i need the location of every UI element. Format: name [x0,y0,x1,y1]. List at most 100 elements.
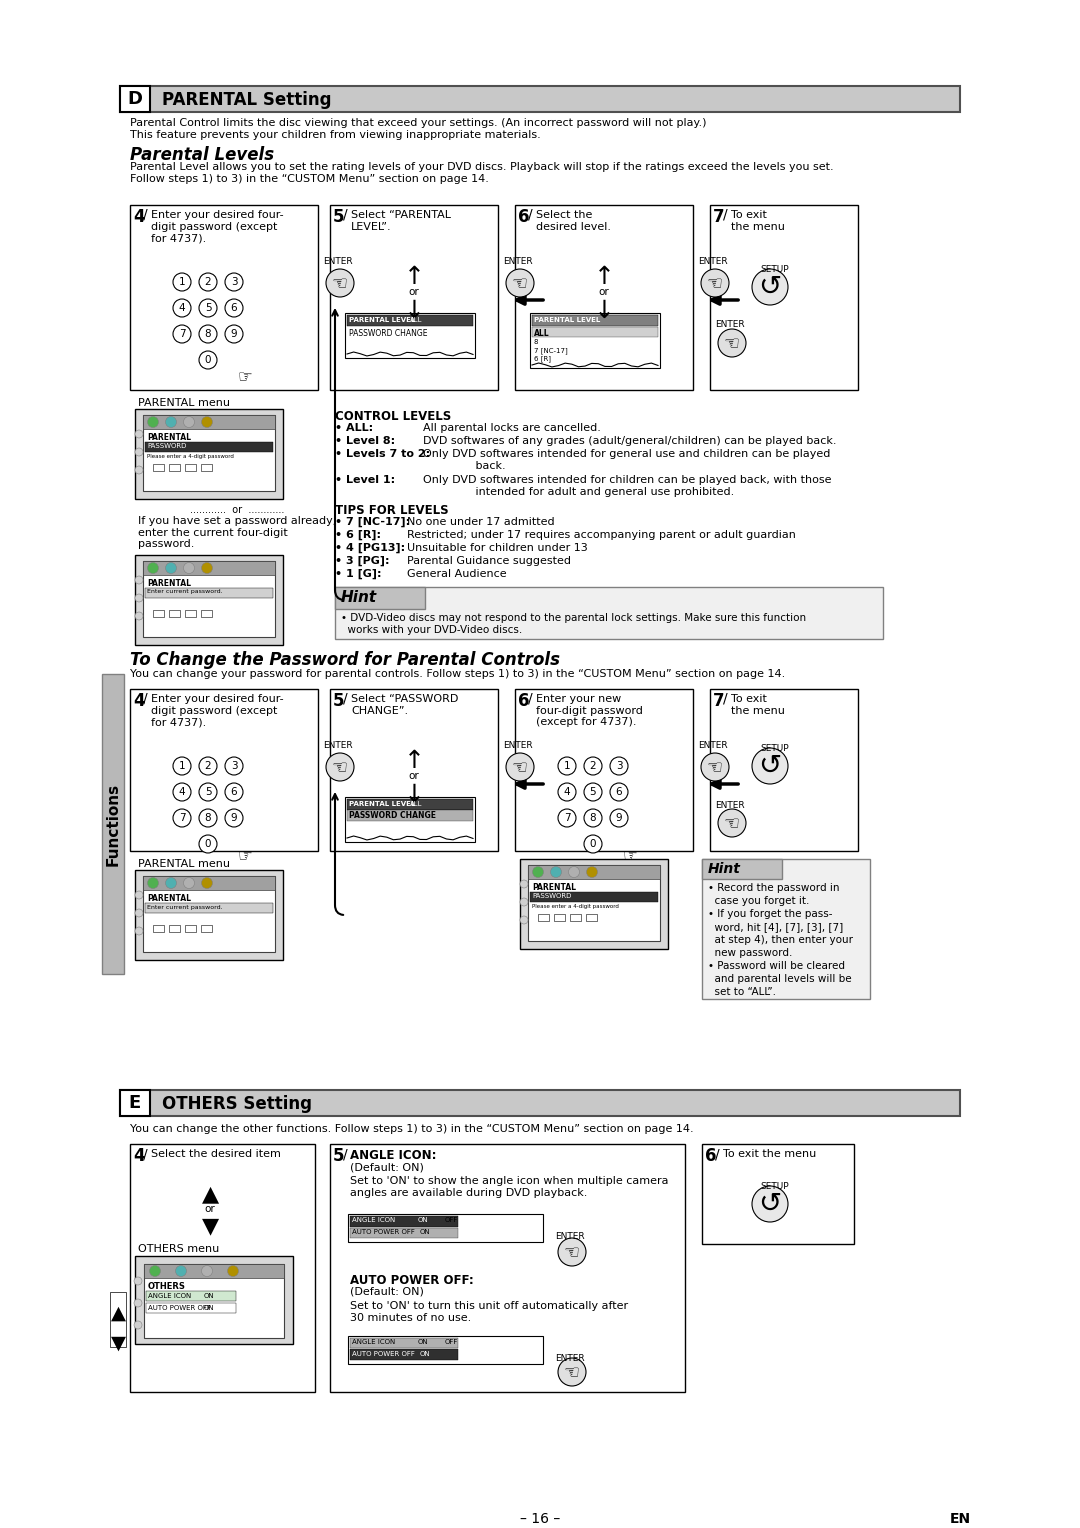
Bar [519,859,669,949]
Text: 0: 0 [205,839,212,850]
Text: new password.: new password. [708,947,793,958]
Circle shape [175,1265,187,1276]
Bar [145,442,273,452]
Circle shape [135,594,143,602]
Bar [144,1264,284,1339]
Text: Only DVD softwares intended for general use and children can be played
         : Only DVD softwares intended for general … [423,449,831,471]
Text: To Change the Password for Parental Controls: To Change the Password for Parental Cont… [130,651,561,669]
Bar [110,1293,126,1348]
Text: EN: EN [949,1513,971,1526]
Bar [130,689,318,851]
Text: 8: 8 [534,339,539,345]
Text: 3: 3 [616,761,622,772]
Bar [350,1349,458,1360]
Text: ↺: ↺ [758,274,782,301]
Bar [185,610,195,617]
Bar [515,689,693,851]
Text: PARENTAL: PARENTAL [147,432,191,442]
Text: Parental Guidance suggested: Parental Guidance suggested [407,556,571,565]
Bar [185,924,195,932]
Bar [143,416,275,490]
Text: 3: 3 [231,761,238,772]
Text: 6: 6 [518,208,529,226]
Text: PARENTAL menu: PARENTAL menu [138,859,230,869]
Bar [144,1264,284,1277]
Circle shape [225,325,243,342]
Text: ▼: ▼ [202,1216,218,1236]
Text: /: / [528,208,532,222]
Bar [168,610,180,617]
Text: PARENTAL: PARENTAL [147,579,191,588]
Text: 9: 9 [231,813,238,824]
Text: ALL: ALL [410,316,422,322]
Text: ▲: ▲ [110,1303,125,1323]
Text: – 16 –: – 16 – [519,1513,561,1526]
Circle shape [225,808,243,827]
Bar [530,892,658,902]
Circle shape [165,877,176,888]
Text: You can change the other functions. Follow steps 1) to 3) in the “CUSTOM Menu” s: You can change the other functions. Foll… [130,1125,693,1134]
Text: word, hit [4], [7], [3], [7]: word, hit [4], [7], [3], [7] [708,921,843,932]
Circle shape [173,756,191,775]
Text: 7: 7 [713,692,725,711]
Text: ON: ON [204,1293,215,1299]
Text: ON: ON [204,1305,215,1311]
Text: 7 [NC-17]: 7 [NC-17] [534,347,568,354]
Bar [348,1215,543,1242]
Circle shape [135,909,143,917]
Bar [702,859,782,879]
Text: • DVD-Video discs may not respond to the parental lock settings. Make sure this : • DVD-Video discs may not respond to the… [341,613,806,634]
Text: 7: 7 [564,813,570,824]
Text: or: or [598,287,609,296]
Circle shape [173,325,191,342]
Text: D: D [127,90,143,108]
Text: 4: 4 [178,787,186,798]
Bar [201,924,212,932]
Text: ALL: ALL [410,801,422,807]
Text: 4: 4 [133,692,145,711]
Bar [153,465,164,471]
Bar [153,610,164,617]
Text: /: / [343,208,348,222]
Text: Restricted; under 17 requires accompanying parent or adult guardian: Restricted; under 17 requires accompanyi… [407,530,796,539]
Text: Hint: Hint [341,590,377,605]
Circle shape [558,1238,586,1267]
Text: 4: 4 [564,787,570,798]
Text: /: / [723,692,728,706]
Text: E: E [129,1094,141,1112]
Circle shape [326,269,354,296]
Text: PARENTAL Setting: PARENTAL Setting [162,92,332,108]
Text: 4: 4 [133,208,145,226]
Text: Parental Level allows you to set the rating levels of your DVD discs. Playback w: Parental Level allows you to set the rat… [130,162,834,173]
Text: 8: 8 [205,329,212,339]
Bar [538,914,549,921]
Text: Enter current password.: Enter current password. [147,905,222,909]
Text: 4: 4 [178,303,186,313]
Text: /: / [723,208,728,222]
Text: and parental levels will be: and parental levels will be [708,973,852,984]
Circle shape [584,834,602,853]
Text: 6: 6 [705,1148,716,1164]
Text: 4: 4 [133,1148,145,1164]
Bar [702,1144,854,1244]
Text: Hint: Hint [708,862,741,876]
Text: ☜: ☜ [332,758,348,776]
Circle shape [551,866,562,877]
Bar [330,1144,685,1392]
Text: Parental Levels: Parental Levels [130,147,274,163]
Circle shape [134,1277,141,1285]
Bar [335,587,883,639]
Circle shape [199,834,217,853]
Bar [168,924,180,932]
Text: • 3 [PG]:: • 3 [PG]: [335,556,390,567]
Text: Select the
desired level.: Select the desired level. [536,209,611,232]
Text: Enter your desired four-
digit password (except
for 4737).: Enter your desired four- digit password … [151,209,284,243]
Bar [143,416,275,429]
Text: ☜: ☜ [707,274,724,292]
Text: 0: 0 [205,354,212,365]
Circle shape [173,274,191,290]
Circle shape [202,1265,213,1276]
Text: AUTO POWER OFF: AUTO POWER OFF [148,1305,211,1311]
Text: DVD softwares of any grades (adult/general/children) can be played back.: DVD softwares of any grades (adult/gener… [423,435,837,446]
Text: • 7 [NC-17]:: • 7 [NC-17]: [335,516,410,527]
